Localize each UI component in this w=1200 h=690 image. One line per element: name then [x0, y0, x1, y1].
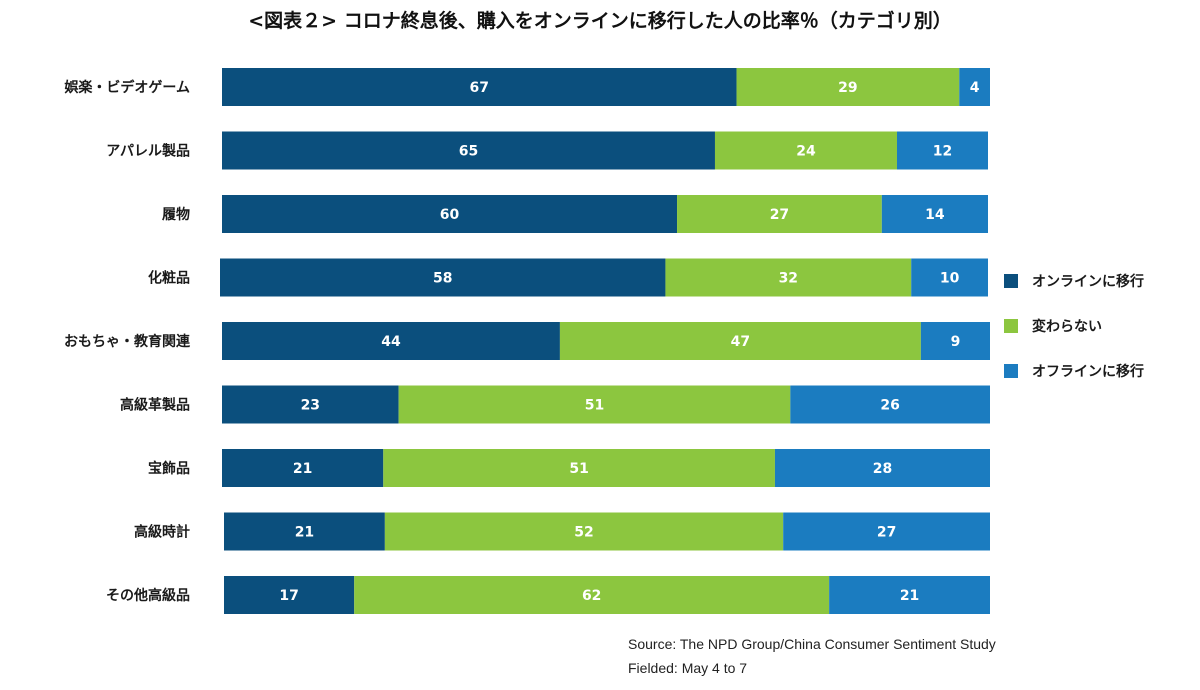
- bar-5-series-1: [398, 385, 791, 424]
- legend-swatch-2: [1004, 364, 1018, 378]
- value-label-4-0: 44: [381, 334, 401, 350]
- bar-0-series-1: [736, 68, 960, 106]
- value-label-8-0: 17: [279, 588, 298, 604]
- category-label-2: 履物: [162, 206, 190, 223]
- legend-swatch-1: [1004, 319, 1018, 333]
- bar-6-series-1: [383, 449, 775, 487]
- bars-layer: 娯楽・ビデオゲーム 67 29 4 アパレル製品 65 24 12 履物 60 27 14 化粧品 58 3…: [64, 68, 990, 614]
- category-label-7: 高級時計: [134, 524, 190, 541]
- value-label-8-1: 62: [582, 588, 601, 604]
- bar-2-series-0: [222, 195, 678, 233]
- bar-1-series-0: [222, 131, 715, 170]
- value-label-0-0: 67: [470, 80, 489, 96]
- category-label-3: 化粧品: [148, 270, 190, 287]
- bar-5-series-2: [790, 385, 990, 424]
- bar-0-series-0: [222, 68, 737, 106]
- value-label-3-2: 10: [940, 271, 960, 287]
- bar-7-series-2: [783, 512, 990, 551]
- category-label-4: おもちゃ・教育関連: [64, 333, 191, 350]
- legend-label-1: 変わらない: [1032, 318, 1102, 335]
- value-label-2-1: 27: [770, 207, 789, 223]
- bar-0-series-2: [959, 68, 990, 106]
- bar-7-series-0: [224, 512, 385, 551]
- value-label-3-0: 58: [433, 271, 452, 287]
- bar-6-series-0: [222, 449, 384, 487]
- value-label-7-1: 52: [574, 525, 593, 541]
- value-label-4-1: 47: [731, 334, 750, 350]
- value-label-5-0: 23: [301, 398, 320, 414]
- category-label-5: 高級革製品: [120, 397, 190, 414]
- bar-4-series-0: [222, 322, 560, 360]
- value-label-3-1: 32: [779, 271, 798, 287]
- source-line: Source: The NPD Group/China Consumer Sen…: [628, 636, 996, 652]
- bar-2-series-1: [677, 195, 882, 233]
- category-label-8: その他高級品: [106, 587, 190, 604]
- bar-3-series-0: [220, 258, 666, 297]
- legend-label-2: オフラインに移行: [1032, 363, 1144, 380]
- value-label-5-1: 51: [585, 398, 604, 414]
- bar-4-series-2: [920, 322, 990, 360]
- value-label-6-2: 28: [873, 461, 892, 477]
- value-label-1-2: 12: [933, 144, 952, 160]
- category-label-0: 娯楽・ビデオゲーム: [64, 79, 190, 96]
- value-label-4-2: 9: [951, 334, 961, 350]
- value-label-1-0: 65: [459, 144, 478, 160]
- value-label-6-0: 21: [293, 461, 312, 477]
- value-label-8-2: 21: [900, 588, 919, 604]
- value-label-6-1: 51: [569, 461, 588, 477]
- value-label-5-2: 26: [880, 398, 899, 414]
- category-label-6: 宝飾品: [148, 460, 190, 477]
- value-label-7-0: 21: [295, 525, 314, 541]
- bar-5-series-0: [222, 385, 399, 424]
- legend-swatch-0: [1004, 274, 1018, 288]
- value-label-1-1: 24: [796, 144, 816, 160]
- bar-6-series-2: [774, 449, 990, 487]
- legend-label-0: オンラインに移行: [1032, 273, 1144, 290]
- value-label-0-1: 29: [838, 80, 857, 96]
- category-label-1: アパレル製品: [106, 143, 190, 160]
- chart-title: <図表２> コロナ終息後、購入をオンラインに移行した人の比率％（カテゴリ別）: [248, 10, 952, 32]
- bar-8-series-2: [829, 576, 990, 614]
- fielded-line: Fielded: May 4 to 7: [628, 660, 748, 676]
- bar-8-series-0: [224, 576, 355, 614]
- value-label-2-0: 60: [440, 207, 460, 223]
- bar-2-series-2: [881, 195, 988, 233]
- bar-7-series-1: [384, 512, 784, 551]
- bar-8-series-1: [354, 576, 830, 614]
- bar-3-series-1: [665, 258, 912, 297]
- bar-4-series-1: [559, 322, 921, 360]
- value-label-7-2: 27: [877, 525, 896, 541]
- bar-3-series-2: [911, 258, 988, 297]
- value-label-0-2: 4: [970, 80, 980, 96]
- bar-1-series-2: [896, 131, 988, 170]
- value-label-2-2: 14: [925, 207, 945, 223]
- bar-1-series-1: [714, 131, 897, 170]
